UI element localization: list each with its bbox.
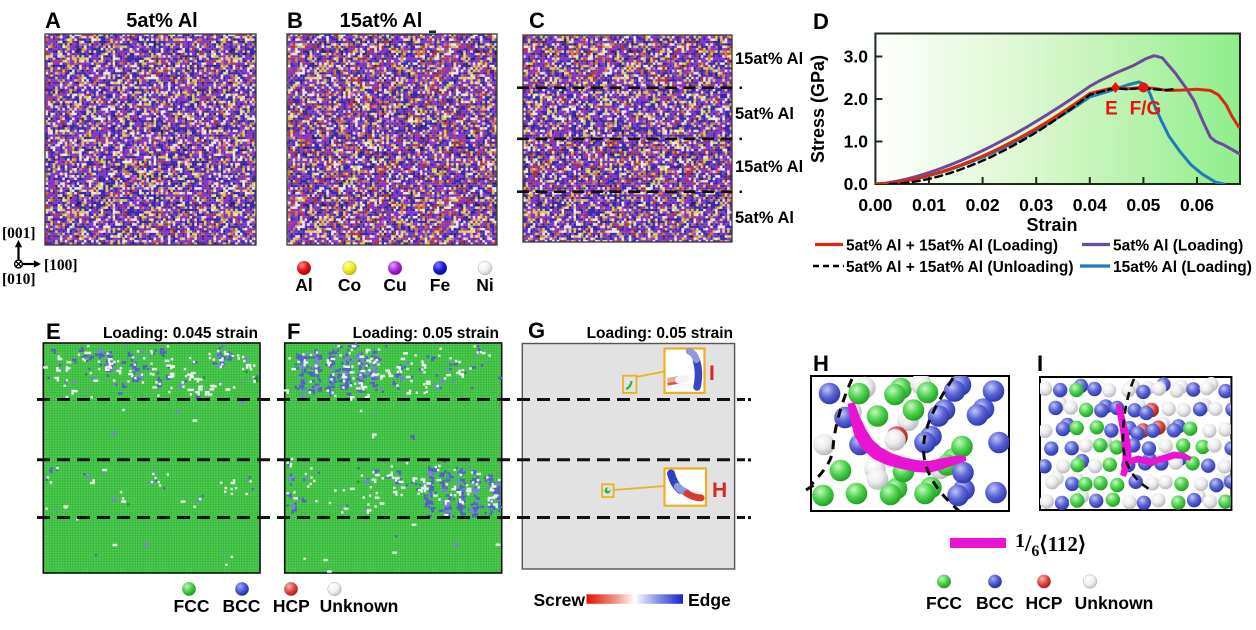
svg-text:FCC: FCC (926, 593, 962, 613)
svg-text:0.03: 0.03 (1019, 195, 1053, 215)
svg-text:3.0: 3.0 (844, 47, 869, 67)
svg-text:BCC: BCC (976, 593, 1014, 613)
svg-text:E: E (1105, 99, 1118, 120)
svg-text:Screw: Screw (533, 590, 585, 610)
svg-text:F/G: F/G (1130, 99, 1162, 120)
svg-text:[010]: [010] (2, 271, 36, 288)
svg-text:D: D (813, 9, 829, 34)
svg-text:0.00: 0.00 (858, 195, 892, 215)
svg-text:Loading: 0.05 strain: Loading: 0.05 strain (353, 325, 499, 342)
svg-text:[100]: [100] (44, 257, 78, 274)
svg-text:15at% Al: 15at% Al (735, 158, 803, 176)
svg-text:Loading: 0.05 strain: Loading: 0.05 strain (587, 325, 733, 342)
svg-text:Strain: Strain (1026, 215, 1077, 235)
svg-text:I: I (1037, 351, 1043, 376)
svg-text:HCP: HCP (273, 596, 310, 616)
svg-text:0.06: 0.06 (1180, 195, 1214, 215)
svg-text:0.02: 0.02 (966, 195, 1000, 215)
svg-text:HCP: HCP (1026, 593, 1063, 613)
svg-text:5at% Al: 5at% Al (735, 105, 794, 123)
svg-text:Fe: Fe (430, 275, 451, 295)
svg-text:FCC: FCC (174, 596, 210, 616)
svg-text:H: H (712, 479, 727, 502)
svg-text:5at% Al + 15at% Al (Loading): 5at% Al + 15at% Al (Loading) (846, 238, 1058, 255)
svg-text:C: C (529, 8, 545, 33)
svg-text:15at% Al: 15at% Al (735, 50, 803, 68)
svg-text:15at% Al (Loading): 15at% Al (Loading) (1113, 259, 1252, 276)
svg-text:Stress (GPa): Stress (GPa) (808, 55, 828, 163)
svg-text:F: F (287, 319, 300, 344)
svg-text:I: I (709, 362, 715, 385)
svg-text:0.01: 0.01 (912, 195, 946, 215)
svg-text:5at% Al: 5at% Al (735, 209, 794, 227)
svg-text:BCC: BCC (222, 596, 260, 616)
svg-text:H: H (813, 351, 829, 376)
svg-text:Co: Co (338, 275, 361, 295)
svg-text:15at% Al: 15at% Al (340, 10, 423, 32)
svg-text:0.0: 0.0 (844, 174, 869, 194)
svg-text:1/6⟨112⟩: 1/6⟨112⟩ (1015, 530, 1086, 560)
svg-text:0.05: 0.05 (1126, 195, 1160, 215)
svg-text:Unknown: Unknown (1075, 593, 1154, 613)
svg-text:A: A (45, 8, 61, 33)
svg-text:5at% Al: 5at% Al (126, 10, 198, 32)
svg-text:5at% Al (Loading): 5at% Al (Loading) (1113, 238, 1243, 255)
svg-text:0.04: 0.04 (1073, 195, 1107, 215)
svg-text:1.0: 1.0 (844, 132, 869, 152)
svg-text:G: G (528, 318, 545, 343)
svg-text:Cu: Cu (383, 275, 406, 295)
svg-text:E: E (46, 319, 61, 344)
svg-text:[001]: [001] (2, 225, 36, 242)
svg-text:Ni: Ni (476, 275, 494, 295)
svg-text:Unknown: Unknown (320, 596, 399, 616)
svg-text:2.0: 2.0 (844, 89, 869, 109)
svg-text:5at% Al + 15at% Al (Unloading): 5at% Al + 15at% Al (Unloading) (846, 259, 1074, 276)
svg-text:Loading: 0.045 strain: Loading: 0.045 strain (103, 325, 258, 342)
svg-text:Edge: Edge (688, 590, 731, 610)
svg-text:B: B (287, 8, 303, 33)
svg-text:Al: Al (295, 275, 313, 295)
